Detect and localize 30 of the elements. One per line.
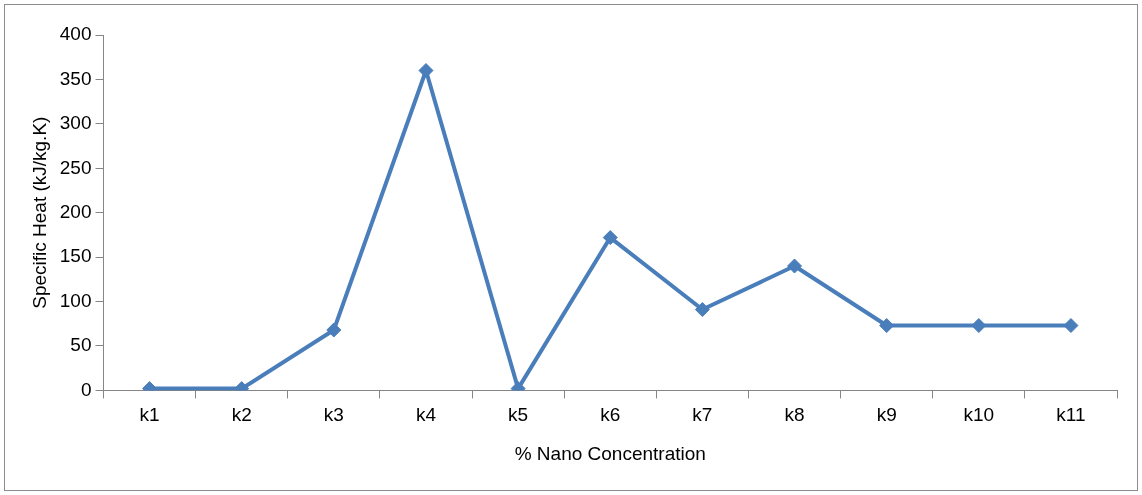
x-tick-label: k10 — [963, 404, 995, 426]
x-tick-label: k9 — [876, 404, 897, 426]
x-tick-label: k4 — [415, 404, 437, 426]
x-tick-label: k3 — [323, 404, 344, 426]
x-tick-label: k5 — [508, 404, 529, 426]
x-tick-label: k2 — [231, 404, 252, 426]
point — [418, 63, 434, 79]
y-tick-label: 150 — [59, 245, 92, 267]
y-tick-label: 200 — [59, 200, 92, 222]
y-tick-label: 300 — [59, 112, 92, 134]
x-tick-label: k6 — [600, 404, 621, 426]
y-tick-label: 400 — [59, 23, 92, 45]
y-tick-label: 250 — [59, 156, 92, 178]
y-tick-label: 50 — [70, 334, 92, 356]
point — [879, 318, 895, 334]
y-tick-label: 0 — [80, 378, 92, 400]
point — [1063, 318, 1079, 334]
x-tick-label: k11 — [1056, 404, 1086, 426]
point — [787, 258, 803, 274]
point — [694, 302, 710, 318]
point — [326, 322, 342, 338]
y-tick-label: 100 — [59, 289, 92, 311]
y-tick-label: 350 — [59, 67, 92, 89]
y-axis-title: Specific Heat (kJ/kg.K) — [28, 116, 50, 309]
x-tick-label: k1 — [139, 404, 160, 426]
point — [971, 318, 987, 334]
x-axis-title: % Nano Concentration — [514, 442, 706, 464]
x-tick-label: k7 — [692, 404, 713, 426]
x-tick-label: k8 — [784, 404, 805, 426]
point — [602, 230, 618, 246]
